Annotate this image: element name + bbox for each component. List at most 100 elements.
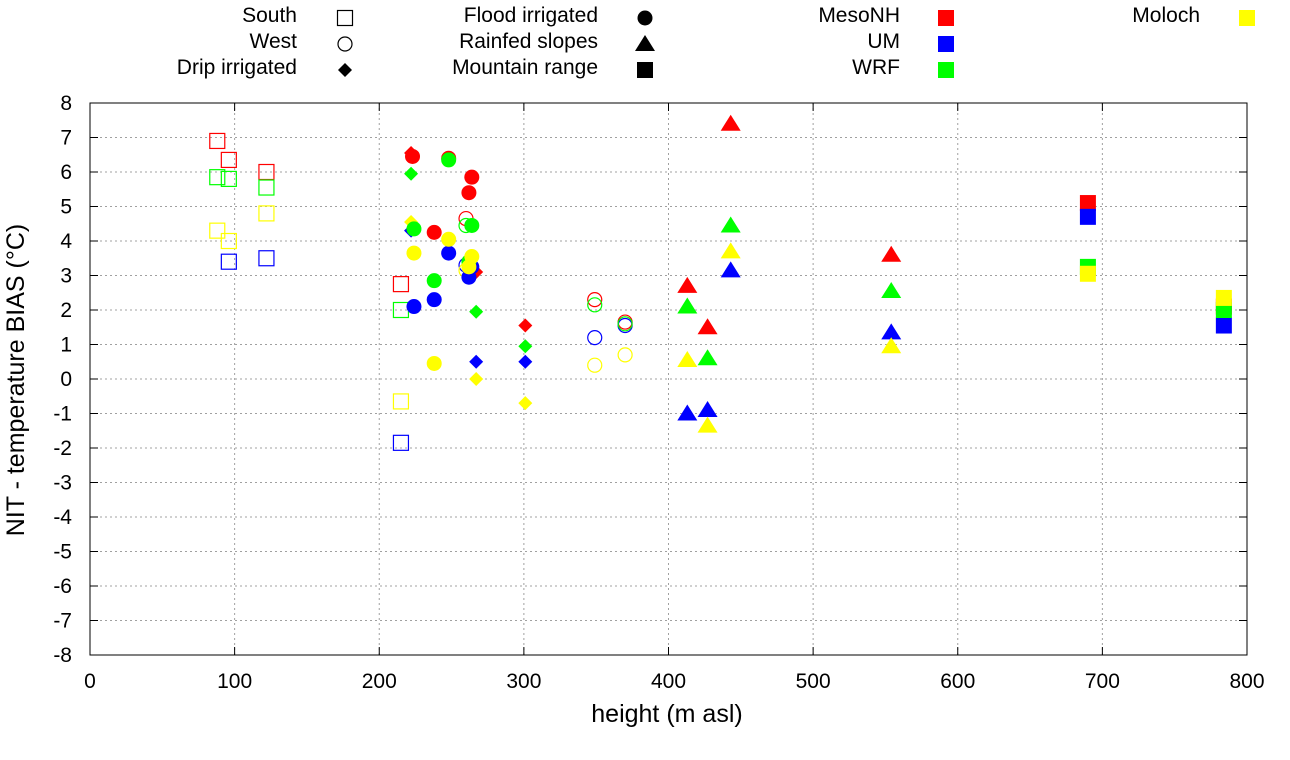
um-filled-triangle-point <box>881 323 902 340</box>
legend-marker-south <box>336 9 354 27</box>
y-tick-label: -1 <box>53 403 72 426</box>
legend-label-mountain-range: Mountain range <box>452 56 598 79</box>
y-tick-label: 4 <box>60 230 72 253</box>
moloch-filled-circle-point <box>406 245 422 261</box>
legend-label-west: West <box>250 30 298 53</box>
moloch-filled-circle-point <box>464 249 480 265</box>
um-filled-triangle-point <box>697 401 718 418</box>
y-tick-label: 7 <box>60 127 72 150</box>
legend-marker-drip-irrigated <box>338 63 352 77</box>
moloch-filled-square-point <box>1079 265 1096 282</box>
legend-marker-west <box>337 36 353 52</box>
mesonh-filled-triangle-point <box>881 245 902 262</box>
wrf-filled-diamond-point <box>518 339 533 354</box>
mesonh-filled-diamond-point <box>518 318 533 333</box>
um-filled-square-point <box>1215 317 1232 334</box>
legend-label-flood-irrigated: Flood irrigated <box>464 4 598 27</box>
wrf-filled-circle-point <box>406 221 422 237</box>
legend-label-um: UM <box>867 30 900 53</box>
um-filled-circle-point <box>406 299 422 315</box>
um-filled-triangle-point <box>677 404 698 421</box>
um-open-square-point <box>258 250 275 267</box>
um-filled-triangle-point <box>720 261 741 278</box>
mesonh-filled-square-point <box>1079 195 1096 212</box>
x-axis-label: height (m asl) <box>591 700 742 728</box>
x-tick-label: 0 <box>84 670 96 693</box>
x-tick-label: 300 <box>506 670 541 693</box>
legend-label-moloch: Moloch <box>1132 4 1200 27</box>
mesonh-open-circle-point <box>587 292 603 308</box>
wrf-open-square-point <box>209 169 226 186</box>
um-open-square-point <box>392 434 410 451</box>
moloch-open-square-point <box>258 205 275 222</box>
legend-marker-flood-irrigated <box>637 10 653 26</box>
moloch-filled-triangle-point <box>720 242 741 259</box>
wrf-open-circle-point <box>617 316 633 332</box>
wrf-filled-diamond-point <box>404 166 419 181</box>
mesonh-filled-triangle-point <box>697 318 718 335</box>
moloch-open-square-point <box>209 222 226 239</box>
moloch-filled-triangle-point <box>697 416 718 433</box>
y-tick-label: 0 <box>60 368 72 391</box>
wrf-filled-triangle-point <box>881 282 902 299</box>
um-filled-diamond-point <box>518 354 533 369</box>
x-tick-label: 700 <box>1085 670 1120 693</box>
y-tick-label: 3 <box>60 265 72 288</box>
wrf-open-circle-point <box>587 297 603 313</box>
y-axis-ticks: -8 -7 -6 -5 -4 -3 -2 -1 0 1 2 3 4 5 6 7 8 <box>53 92 1247 667</box>
wrf-filled-triangle-point <box>677 297 698 314</box>
wrf-filled-circle-point <box>441 152 457 168</box>
wrf-filled-diamond-point <box>469 304 484 319</box>
moloch-filled-circle-point <box>441 231 457 247</box>
mesonh-filled-circle-point <box>464 169 480 185</box>
legend-marker-rainfed-slopes <box>635 35 655 51</box>
legend-label-rainfed-slopes: Rainfed slopes <box>459 30 598 53</box>
um-filled-diamond-point <box>469 354 484 369</box>
moloch-open-circle-point <box>617 347 633 363</box>
moloch-open-square-point <box>220 232 237 250</box>
mesonh-open-square-point <box>220 151 237 169</box>
y-axis-label: NIT - temperature BIAS (°C) <box>2 224 30 536</box>
y-tick-label: -3 <box>53 472 72 495</box>
y-tick-label: 2 <box>60 299 72 322</box>
um-filled-circle-point <box>426 292 442 308</box>
mesonh-filled-circle-point <box>426 224 442 240</box>
legend-swatch-mesonh <box>938 10 954 26</box>
moloch-filled-circle-point <box>426 355 442 371</box>
y-tick-label: -8 <box>53 644 72 667</box>
y-tick-label: 1 <box>60 334 72 357</box>
y-tick-label: 5 <box>60 196 72 219</box>
moloch-open-square-point <box>392 393 410 410</box>
y-tick-label: 8 <box>60 92 72 115</box>
y-tick-label: -2 <box>53 437 72 460</box>
moloch-open-circle-point <box>587 357 603 373</box>
legend-label-south: South <box>242 4 297 27</box>
moloch-filled-diamond-point <box>469 372 484 386</box>
mesonh-open-square-point <box>209 132 226 150</box>
wrf-filled-circle-point <box>464 217 480 233</box>
x-tick-label: 400 <box>651 670 686 693</box>
um-open-square-point <box>220 253 237 270</box>
legend-marker-mountain-range <box>637 62 653 78</box>
x-tick-label: 500 <box>796 670 831 693</box>
y-tick-label: 6 <box>60 161 72 184</box>
wrf-open-square-point <box>220 170 237 187</box>
legend: South West Drip irrigated Flood irrigated Ra… <box>177 4 1255 79</box>
x-tick-label: 800 <box>1229 670 1264 693</box>
moloch-filled-square-point <box>1215 289 1232 306</box>
y-tick-label: -5 <box>53 541 72 564</box>
legend-label-mesonh: MesoNH <box>818 4 900 27</box>
um-open-circle-point <box>587 330 603 346</box>
wrf-open-square-point <box>258 179 275 196</box>
y-tick-label: -4 <box>53 506 72 529</box>
um-filled-circle-point <box>441 245 457 261</box>
mesonh-filled-circle-point <box>405 148 421 164</box>
legend-swatch-wrf <box>938 62 954 78</box>
grid-lines <box>90 103 1247 655</box>
wrf-filled-circle-point <box>426 273 442 289</box>
mesonh-filled-triangle-point <box>720 114 741 131</box>
wrf-filled-square-point <box>1215 302 1232 318</box>
x-tick-label: 600 <box>940 670 975 693</box>
y-tick-label: -6 <box>53 575 72 598</box>
